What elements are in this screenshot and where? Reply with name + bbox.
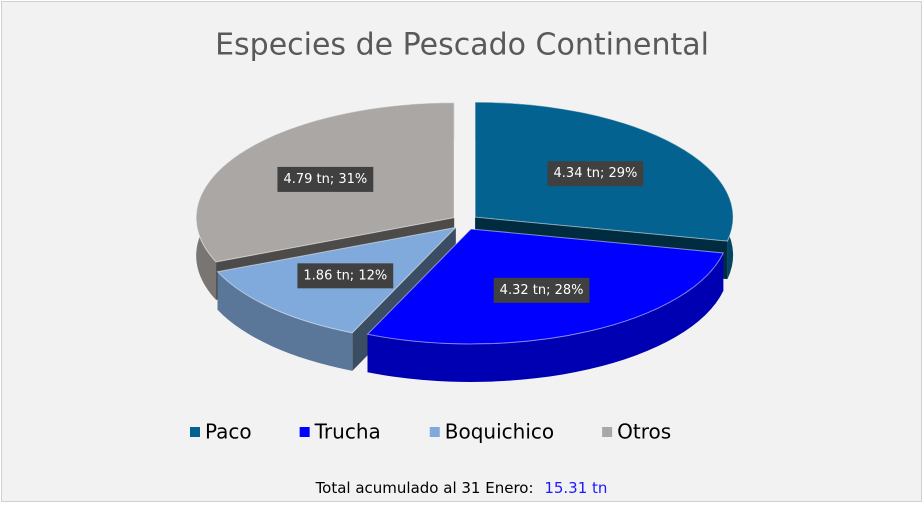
- data-label-box: [547, 161, 644, 187]
- slice-wall: [367, 252, 724, 382]
- legend-label: Paco: [205, 420, 252, 444]
- pie: [195, 101, 734, 382]
- slice-wall: [217, 271, 353, 371]
- data-label: 4.79 tn; 31%: [283, 172, 367, 187]
- chart-title: Especies de Pescado Continental: [215, 28, 709, 63]
- data-labels: 4.34 tn; 29% 4.32 tn; 28% 1.86 tn; 12% 4.79…: [277, 161, 644, 303]
- legend: Paco Trucha Boquichico Otros: [190, 420, 671, 444]
- legend-label: Otros: [617, 420, 671, 444]
- data-label: 1.86 tn; 12%: [303, 268, 387, 283]
- footer-text: Total acumulado al 31 Enero:: [315, 479, 534, 497]
- footer: Total acumulado al 31 Enero: 15.31 tn: [315, 479, 608, 497]
- legend-swatch: [190, 427, 200, 437]
- legend-swatch: [602, 427, 613, 437]
- legend-swatch: [299, 427, 310, 437]
- data-label-box: [493, 277, 590, 303]
- legend-label: Trucha: [314, 420, 381, 444]
- data-label-box: [297, 263, 394, 289]
- data-label: 4.32 tn; 28%: [500, 283, 584, 298]
- data-label: 4.34 tn; 29%: [554, 166, 638, 181]
- legend-swatch: [429, 427, 440, 437]
- legend-label: Boquichico: [445, 420, 554, 444]
- data-label-box: [277, 166, 374, 192]
- footer-total: 15.31 tn: [544, 479, 607, 497]
